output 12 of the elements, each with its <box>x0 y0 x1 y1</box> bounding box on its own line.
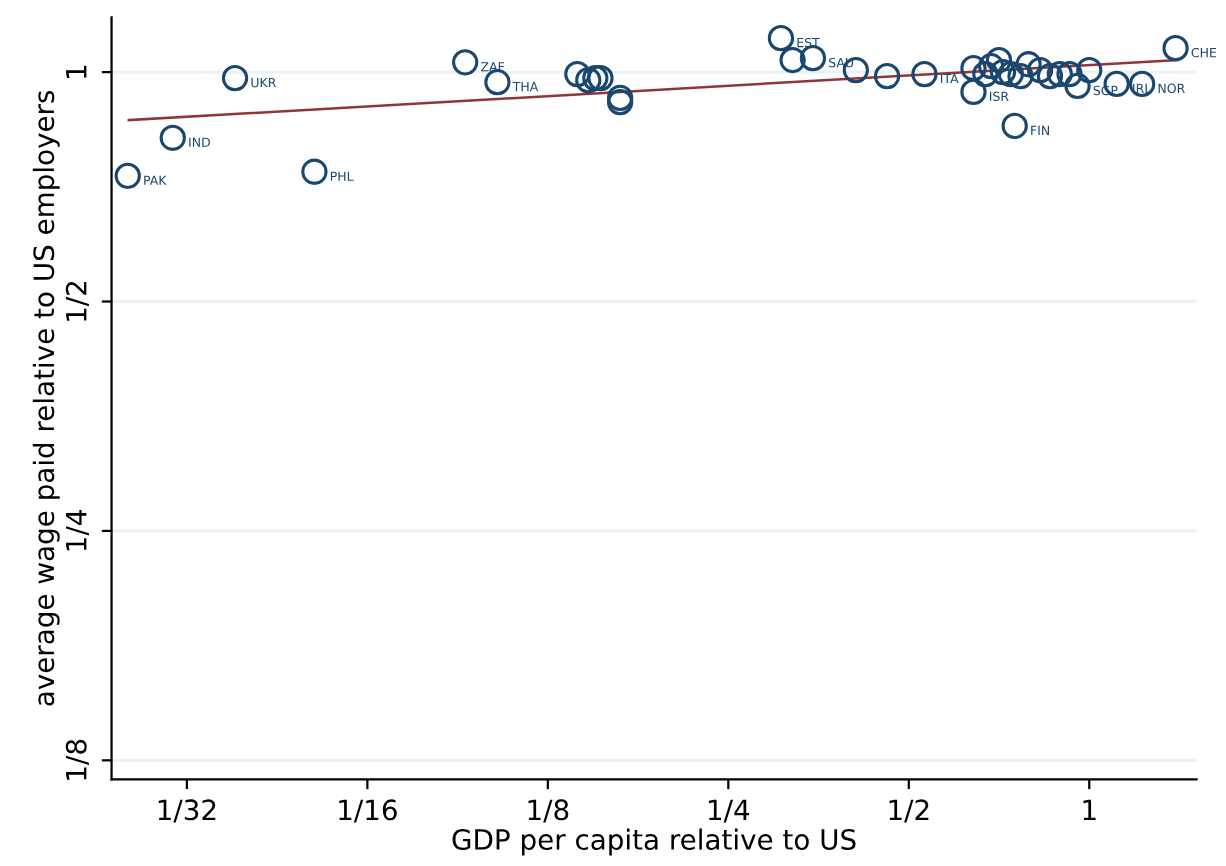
y-tick-label: 1/2 <box>65 281 89 321</box>
x-axis-title: GDP per capita relative to US <box>452 828 856 856</box>
y-axis-title: average wage paid relative to US employers <box>32 90 60 706</box>
x-tick-label: 1/16 <box>339 799 397 823</box>
x-tick-label: 1/4 <box>709 799 750 823</box>
y-tick-label: 1/8 <box>65 739 89 780</box>
y-tick-label: 1/4 <box>66 510 89 551</box>
y-tick-label: 1 <box>66 65 87 78</box>
x-tick-label: 1/2 <box>889 799 929 823</box>
x-tick-label: 1 <box>1083 799 1096 820</box>
x-tick-label: 1/32 <box>158 799 216 823</box>
x-tick-label: 1/8 <box>528 799 569 823</box>
